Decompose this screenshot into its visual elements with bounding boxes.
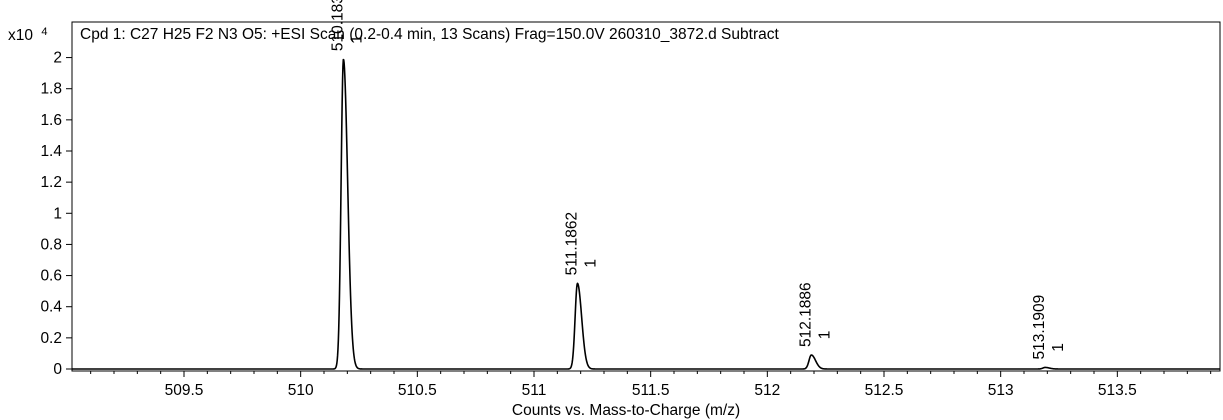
y-multiplier-base: x10	[8, 27, 33, 44]
y-tick-label: 0.6	[40, 268, 62, 285]
x-tick-label: 512.5	[865, 382, 904, 399]
x-tick-label: 510	[288, 382, 314, 399]
peak-charge-label: 1	[816, 331, 833, 340]
y-multiplier: x10 4	[8, 26, 47, 44]
peak-mz-label: 513.1909	[1031, 295, 1048, 360]
peak-mz-label: 511.1862	[563, 212, 580, 276]
y-tick-label: 0.8	[40, 236, 62, 253]
peak-annotation: 513.1909 1	[1031, 295, 1067, 360]
peak-charge-label: 1	[582, 259, 599, 268]
peak-charge-label: 1	[1050, 343, 1067, 352]
y-tick-label: 1.4	[40, 143, 62, 160]
y-tick-label: 1.6	[40, 112, 62, 129]
x-tick-label: 511.5	[632, 382, 670, 399]
chart-title: Cpd 1: C27 H25 F2 N3 O5: +ESI Scan (0.2-…	[80, 26, 779, 43]
x-tick-label: 511	[522, 382, 547, 399]
y-tick-label: 1	[53, 205, 62, 222]
x-axis: 509.5 510 510.5 511 511.5 512 512.5 513 513.5	[90, 371, 1212, 399]
x-tick-label: 513.5	[1098, 382, 1137, 399]
peak-mz-label: 512.1886	[797, 282, 814, 347]
x-tick-label: 512	[754, 382, 780, 399]
y-tick-label: 0.2	[40, 330, 62, 347]
peak-annotation: 510.1833 1	[329, 0, 365, 51]
y-tick-label: 2	[53, 50, 62, 67]
peak-annotation: 512.1886 1	[797, 282, 833, 347]
peak-charge-label: 1	[348, 35, 365, 44]
x-tick-label: 509.5	[165, 382, 204, 399]
y-tick-label: 1.8	[40, 81, 62, 98]
y-tick-label: 0	[53, 361, 62, 378]
spectrum-trace	[71, 58, 1221, 370]
peak-mz-label: 510.1833	[329, 0, 346, 51]
x-tick-label: 510.5	[398, 382, 437, 399]
peak-annotation: 511.1862 1	[563, 212, 599, 276]
x-axis-title: Counts vs. Mass-to-Charge (m/z)	[512, 402, 740, 419]
plot-frame	[71, 21, 1221, 372]
x-tick-label: 513	[988, 382, 1014, 399]
y-multiplier-exponent: 4	[41, 26, 47, 38]
y-axis: 0 0.2 0.4 0.6 0.8 1 1.2 1.4 1.6 1.8 2	[40, 50, 72, 378]
y-tick-label: 0.4	[40, 299, 62, 316]
y-tick-label: 1.2	[40, 174, 62, 191]
